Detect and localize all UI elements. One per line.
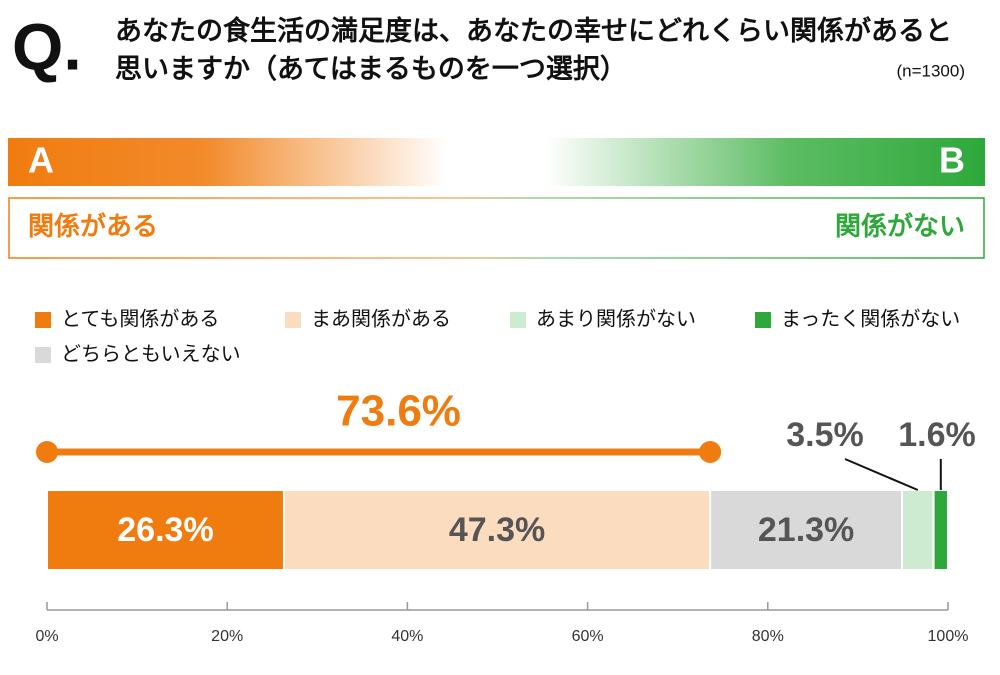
scale-b: B (939, 140, 965, 181)
data-label: 21.3% (758, 511, 854, 549)
legend-swatch (510, 312, 526, 328)
scale-gradient (8, 138, 985, 186)
legend-swatch (285, 312, 301, 328)
leader-line (844, 458, 919, 491)
chart-title: あなたの食生活の満足度は、あなたの幸せにどれくらい関係があると思いますか（あては… (115, 16, 952, 84)
bar-segment (709, 489, 904, 571)
scale-box (8, 197, 985, 259)
data-label: 26.3% (117, 511, 213, 549)
q-mark: Q. (12, 9, 82, 83)
legend-label: とても関係がある (61, 307, 219, 330)
data-label: 3.5% (786, 416, 864, 454)
legend-label: どちらともいえない (61, 342, 241, 365)
x-tick-label: 40% (391, 628, 423, 645)
legend-swatch (35, 347, 51, 363)
bar-segment (901, 489, 935, 571)
scale-right-label: 関係がない (835, 211, 965, 241)
bracket-end (36, 441, 58, 463)
bar-segment (282, 489, 712, 571)
scale-left-label: 関係がある (28, 211, 158, 241)
legend-label: まったく関係がない (781, 307, 960, 330)
data-label: 1.6% (898, 416, 976, 454)
legend-swatch (35, 312, 51, 328)
x-tick-label: 100% (928, 628, 969, 645)
legend-label: あまり関係がない (536, 307, 696, 330)
x-tick-label: 20% (211, 628, 243, 645)
x-tick-label: 80% (752, 628, 784, 645)
bracket-label: 73.6% (336, 387, 461, 436)
legend-label: まあ関係がある (311, 307, 451, 330)
sample-size: (n=1300) (896, 61, 965, 80)
data-label: 47.3% (449, 511, 545, 549)
scale-a: A (28, 140, 54, 181)
legend-swatch (755, 312, 771, 328)
x-tick-label: 60% (572, 628, 604, 645)
bracket-end (699, 441, 722, 463)
x-tick-label: 0% (35, 628, 58, 645)
bar-segment (932, 489, 949, 571)
